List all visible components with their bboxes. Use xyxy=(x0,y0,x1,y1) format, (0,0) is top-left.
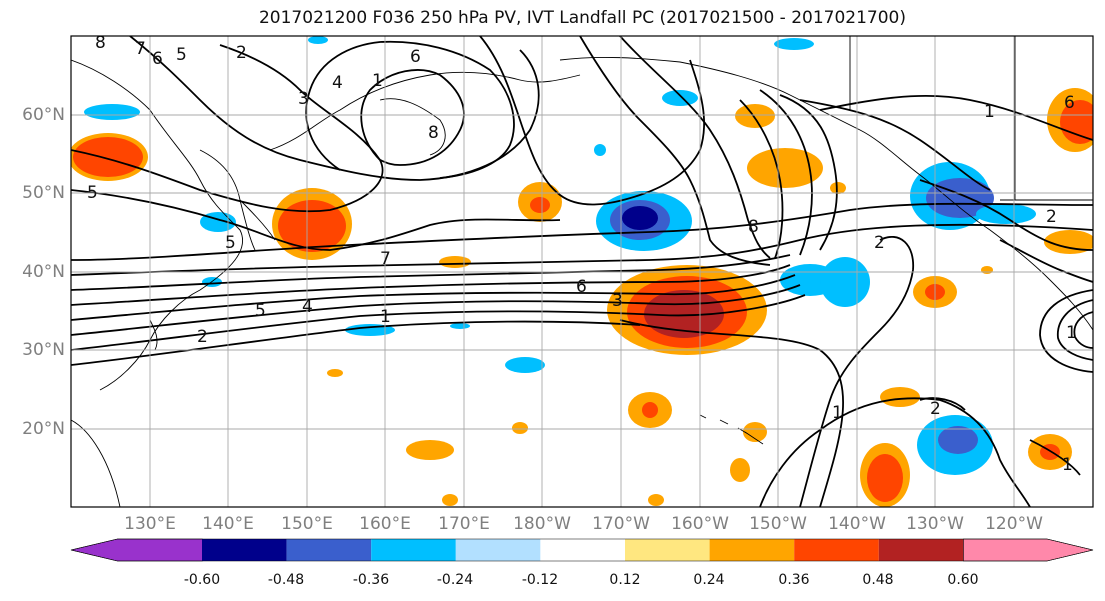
contour-label: 7 xyxy=(135,39,146,59)
contour-label: 6 xyxy=(410,47,421,67)
lon-label: 170°E xyxy=(438,514,490,534)
lon-label: 170°W xyxy=(592,514,650,534)
lon-label: 120°W xyxy=(985,514,1043,534)
contour-label: 5 xyxy=(87,183,98,203)
lon-label: 160°W xyxy=(671,514,729,534)
lon-label: 140°E xyxy=(202,514,254,534)
lat-label-60n: 60°N xyxy=(22,105,65,125)
contour-label: 5 xyxy=(176,45,187,65)
contour-label: 3 xyxy=(298,89,309,109)
colorbar-bin xyxy=(540,539,625,561)
lat-label-20n: 20°N xyxy=(22,419,65,439)
lon-label: 180°W xyxy=(513,514,571,534)
contour-label: 2 xyxy=(197,327,208,347)
contour-label: 4 xyxy=(302,297,313,317)
contour-labels: 8 7 6 5 2 3 4 1 6 8 5 5 7 6 3 5 4 2 1 8 … xyxy=(87,33,1077,475)
colorbar-tick-label: -0.60 xyxy=(183,572,221,588)
contour-label: 1 xyxy=(1066,323,1077,343)
colorbar-tick-label: -0.12 xyxy=(521,572,559,588)
contour-label: 2 xyxy=(1046,207,1057,227)
colorbar-tick-label: 0.60 xyxy=(947,572,979,588)
contour-label: 1 xyxy=(832,403,843,423)
contour-label: 8 xyxy=(428,123,439,143)
lon-label: 160°E xyxy=(359,514,411,534)
contour-label: 2 xyxy=(874,233,885,253)
contour-label: 1 xyxy=(1062,455,1073,475)
contour-label: 7 xyxy=(380,249,391,269)
map-title: 2017021200 F036 250 hPa PV, IVT Landfall… xyxy=(258,8,906,28)
colorbar-bin xyxy=(878,539,964,561)
contour-label: 6 xyxy=(152,49,163,69)
lon-label: 130°W xyxy=(906,514,964,534)
colorbar-tick-label: 0.48 xyxy=(862,572,894,588)
pv-contours xyxy=(71,36,1093,507)
contour-label: 4 xyxy=(332,73,343,93)
colorbar-outline xyxy=(70,538,1094,562)
contour-label: 3 xyxy=(612,291,623,311)
colorbar-extend-min xyxy=(70,538,203,562)
lat-label-50n: 50°N xyxy=(22,183,65,203)
colorbar-bin xyxy=(371,539,456,561)
coastlines xyxy=(71,36,1093,507)
contour-label: 5 xyxy=(225,233,236,253)
lon-label: 130°E xyxy=(124,514,176,534)
colorbar-extend-max xyxy=(963,538,1094,562)
contour-label: 6 xyxy=(576,277,587,297)
contour-label: 5 xyxy=(255,301,266,321)
colorbar-bin xyxy=(709,539,795,561)
lat-label-40n: 40°N xyxy=(22,262,65,282)
contour-label: 8 xyxy=(95,33,106,53)
negative-anomaly-region xyxy=(84,104,140,120)
colorbar-bin xyxy=(625,539,710,561)
contour-label: 2 xyxy=(236,43,247,63)
contour-label: 6 xyxy=(1064,93,1075,113)
colorbar-bin xyxy=(286,539,372,561)
colorbar-bin xyxy=(794,539,879,561)
graticule xyxy=(71,36,1093,507)
colorbar-tick-label: 0.12 xyxy=(609,572,641,588)
colorbar-tick-label: -0.24 xyxy=(436,572,474,588)
colorbar-tick-label: -0.48 xyxy=(267,572,305,588)
colorbar-bin xyxy=(455,539,541,561)
colorbar-bin xyxy=(202,539,287,561)
contour-label: 1 xyxy=(372,71,383,91)
colorbar-tick-label: 0.36 xyxy=(778,572,810,588)
contour-label: 1 xyxy=(984,102,995,122)
lon-label: 140°W xyxy=(828,514,886,534)
lat-label-30n: 30°N xyxy=(22,340,65,360)
colorbar-tick-label: 0.24 xyxy=(693,572,725,588)
contour-label: 8 xyxy=(748,217,759,237)
colorbar-tick-label: -0.36 xyxy=(352,572,390,588)
contour-label: 1 xyxy=(380,307,391,327)
lon-label: 150°E xyxy=(281,514,333,534)
colorbar xyxy=(70,538,1094,562)
map-frame xyxy=(70,35,1094,508)
contour-label: 2 xyxy=(930,399,941,419)
lon-label: 150°W xyxy=(749,514,807,534)
